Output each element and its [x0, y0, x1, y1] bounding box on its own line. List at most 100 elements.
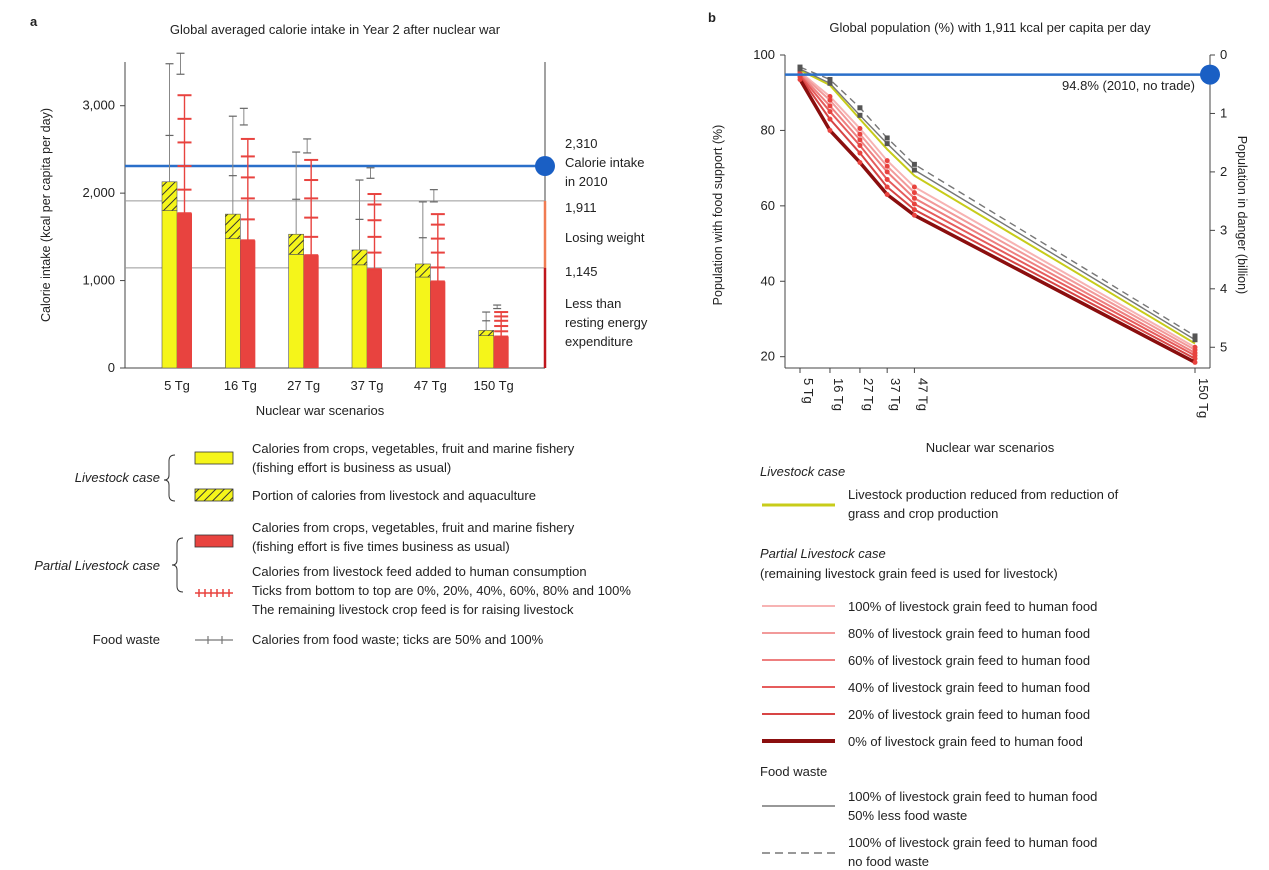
y2-tick-label: 1: [1220, 105, 1227, 120]
ref-1145-label1: Less than: [565, 296, 621, 311]
series-point: [1192, 337, 1198, 343]
x-tick-label: 16 Tg: [224, 378, 257, 393]
panel-b: b Global population (%) with 1,911 kcal …: [708, 10, 1249, 869]
x-tick-label: 5 Tg: [801, 378, 816, 404]
legend-red-desc2: (fishing effort is five times business a…: [252, 539, 510, 554]
series-point: [911, 167, 917, 173]
series-point: [797, 77, 803, 83]
series-point: [827, 80, 833, 86]
bar-yellow: [288, 254, 304, 369]
ref-1145-label2: resting energy: [565, 315, 648, 330]
legend-b-waste2-line1: 100% of livestock grain feed to human fo…: [848, 835, 1097, 850]
bar-yellow: [161, 210, 178, 369]
legend-waste-desc: Calories from food waste; ticks are 50% …: [252, 632, 544, 647]
series-point: [911, 201, 917, 207]
legend-hatch-swatch: [194, 488, 234, 502]
legend-yellow-swatch: [194, 451, 234, 465]
series-line: [799, 66, 1196, 337]
bar-yellow: [351, 264, 368, 369]
legend-feed-desc2: Ticks from bottom to top are 0%, 20%, 40…: [252, 583, 631, 598]
series-point: [827, 93, 833, 99]
panel-b-y-ticks: 20 40 60 80 100 0 1 2 3 4 5: [753, 47, 1227, 364]
series-point: [797, 64, 803, 70]
baseline-label: 94.8% (2010, no trade): [1062, 78, 1195, 93]
series-point: [857, 143, 863, 149]
series-point: [1192, 333, 1198, 339]
panel-a: a Global averaged calorie intake in Year…: [30, 14, 648, 647]
series-point: [884, 169, 890, 175]
legend-b-item-label: 80% of livestock grain feed to human foo…: [848, 626, 1090, 641]
series-point: [857, 105, 863, 111]
legend-red-desc1: Calories from crops, vegetables, fruit a…: [252, 520, 575, 535]
x-tick-label: 150 Tg: [1196, 378, 1211, 418]
legend-b-waste2-line2: no food waste: [848, 854, 929, 869]
series-point: [857, 126, 863, 132]
bar-hatch: [161, 181, 178, 211]
y-tick-label: 60: [761, 198, 775, 213]
x-tick-label: 27 Tg: [287, 378, 320, 393]
x-tick-label: 5 Tg: [164, 378, 190, 393]
x-tick-label: 37 Tg: [888, 378, 903, 411]
panel-a-legend: Livestock case Calories from crops, vege…: [34, 441, 631, 647]
panel-a-bars: [161, 52, 509, 369]
ref-marker-2010: [535, 156, 555, 177]
legend-b-item-label: 60% of livestock grain feed to human foo…: [848, 653, 1090, 668]
y-tick-label: 100: [753, 47, 775, 62]
series-point: [884, 192, 890, 198]
panel-a-y-ticks: 0 1,000 2,000 3,000: [82, 98, 125, 375]
series-line: [799, 72, 1196, 351]
series-point: [911, 184, 917, 190]
legend-b-item-label: 100% of livestock grain feed to human fo…: [848, 599, 1097, 614]
series-point: [911, 190, 917, 196]
series-line: [799, 76, 1196, 360]
ref-2010-value: 2,310: [565, 136, 598, 151]
legend-b-livestock-case: Livestock case: [760, 464, 845, 479]
series-point: [911, 212, 917, 218]
legend-b-waste1-line1: 100% of livestock grain feed to human fo…: [848, 789, 1097, 804]
y-tick-label: 1,000: [82, 273, 115, 288]
series-point: [884, 158, 890, 164]
legend-b-partial-case: Partial Livestock case: [760, 546, 886, 561]
legend-yellow-desc2: (fishing effort is business as usual): [252, 460, 451, 475]
bar-red: [493, 336, 509, 368]
ref-1145-value: 1,145: [565, 264, 598, 279]
legend-b-livestock-line2: grass and crop production: [848, 506, 998, 521]
series-point: [857, 159, 863, 165]
x-tick-label: 27 Tg: [861, 378, 876, 411]
ref-label-2010: 2,310 Calorie intake in 2010: [565, 136, 645, 189]
bar-red: [367, 269, 382, 368]
series-line: [799, 69, 1196, 345]
legend-b-livestock-line1: Livestock production reduced from reduct…: [848, 487, 1119, 502]
y-tick-label: 40: [761, 273, 775, 288]
ref-label-1145: 1,145 Less than resting energy expenditu…: [565, 264, 648, 349]
x-tick-label: 16 Tg: [831, 378, 846, 411]
panel-b-ylabel-left: Population with food support (%): [711, 125, 725, 306]
panel-b-title: Global population (%) with 1,911 kcal pe…: [829, 20, 1151, 35]
ref-1145-label3: expenditure: [565, 334, 633, 349]
panel-b-letter: b: [708, 10, 716, 25]
series-point: [884, 176, 890, 182]
series-line: [799, 71, 1196, 349]
y-tick-label: 3,000: [82, 98, 115, 113]
legend-waste-swatch: [195, 636, 233, 644]
panel-a-xlabel: Nuclear war scenarios: [256, 403, 385, 418]
series-point: [884, 163, 890, 169]
ref-1911-value: 1,911: [565, 200, 597, 215]
legend-b-waste1-line2: 50% less food waste: [848, 808, 967, 823]
series-line: [798, 78, 1196, 364]
bar-red: [177, 213, 192, 368]
ref-2010-label2: in 2010: [565, 174, 608, 189]
panel-b-x-ticks: 5 Tg 16 Tg 27 Tg 37 Tg 47 Tg 150 Tg: [799, 368, 1211, 418]
bar-yellow: [415, 276, 431, 369]
legend-yellow-desc1: Calories from crops, vegetables, fruit a…: [252, 441, 575, 456]
bar-hatch: [351, 249, 368, 266]
series-point: [884, 141, 890, 147]
y2-tick-label: 2: [1220, 164, 1227, 179]
legend-b-partial-title: Partial Livestock case: [760, 546, 886, 561]
series-line: [799, 73, 1196, 354]
series-point: [911, 195, 917, 201]
panel-a-ylabel: Calorie intake (kcal per capita per day): [39, 108, 53, 322]
ref-2010-label1: Calorie intake: [565, 155, 645, 170]
series-point: [857, 112, 863, 118]
